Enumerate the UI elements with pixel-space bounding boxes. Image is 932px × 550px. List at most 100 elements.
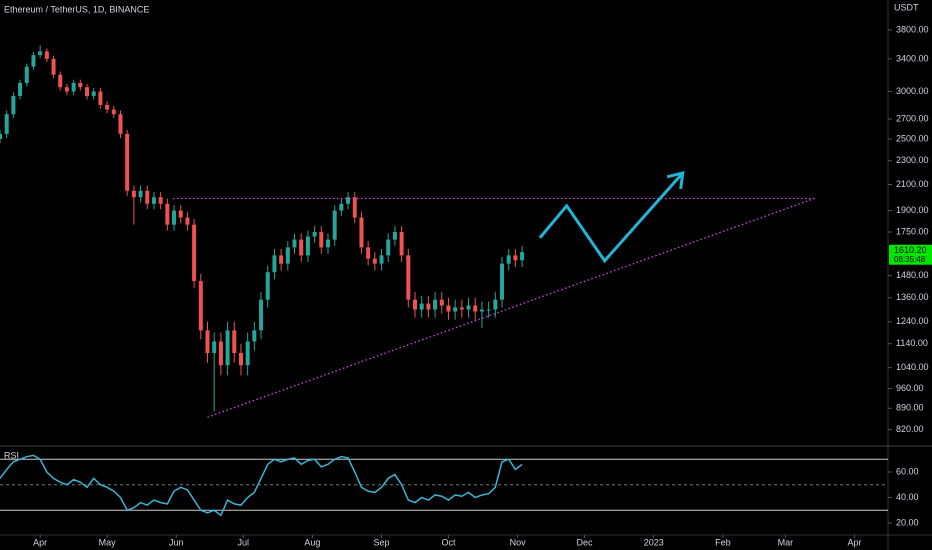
- rsi-line: [0, 454, 523, 517]
- y-tick-label: 1040.00: [896, 362, 929, 372]
- candle-body: [459, 307, 464, 310]
- candle-body: [339, 203, 344, 211]
- candle-body: [412, 299, 417, 310]
- candle-body: [31, 55, 36, 67]
- candle-body: [185, 217, 190, 225]
- candle-body: [91, 91, 96, 96]
- y-tick-label: 1480.00: [896, 270, 929, 280]
- last-price-label: 1610.20: [894, 245, 927, 255]
- candle-body: [500, 263, 505, 300]
- candle-body: [131, 190, 136, 198]
- candle-body: [38, 51, 43, 56]
- y-tick-label: 1750.00: [896, 226, 929, 236]
- candle-body: [366, 247, 371, 259]
- candle-body: [165, 203, 170, 225]
- y-tick-label: 1140.00: [896, 338, 928, 348]
- candle-body: [346, 197, 351, 204]
- candle-body: [151, 197, 156, 204]
- candle-body: [18, 82, 23, 96]
- candle-body: [71, 82, 76, 92]
- candle-body: [466, 305, 471, 310]
- candle-body: [4, 114, 9, 134]
- candle-body: [406, 255, 411, 300]
- candle-body: [111, 109, 116, 115]
- candle-body: [479, 309, 484, 312]
- candle-body: [24, 66, 29, 83]
- currency-label: USDT: [894, 2, 919, 12]
- y-tick-label: 1900.00: [896, 205, 929, 215]
- candle-body: [78, 82, 83, 88]
- candle-body: [433, 299, 438, 310]
- chart-title: Ethereum / TetherUS, 1D, BINANCE: [4, 4, 149, 14]
- y-tick-label: 820.00: [896, 424, 924, 434]
- candle-body: [85, 87, 90, 96]
- candle-body: [58, 74, 63, 88]
- candle-body: [486, 309, 491, 311]
- candle-body: [0, 133, 2, 140]
- candle-body: [279, 255, 284, 264]
- candle-body: [473, 305, 478, 312]
- candle-body: [64, 87, 69, 92]
- support-line: [207, 197, 815, 418]
- candle-body: [305, 236, 310, 256]
- candle-body: [145, 190, 150, 204]
- candle-body: [238, 353, 243, 366]
- y-tick-label: 960.00: [896, 383, 924, 393]
- candle-body: [212, 341, 217, 354]
- candle-body: [105, 104, 110, 110]
- y-tick-label: 2100.00: [896, 179, 929, 189]
- candle-body: [172, 210, 177, 225]
- rsi-y-tick-label: 60.00: [896, 466, 919, 476]
- x-tick-label: Jul: [237, 537, 249, 547]
- last-price-timer: 08:35:48: [894, 255, 926, 264]
- rsi-y-tick-label: 20.00: [896, 517, 919, 527]
- candle-body: [118, 114, 123, 134]
- y-tick-label: 3800.00: [896, 24, 929, 34]
- candle-body: [446, 305, 451, 312]
- candle-body: [399, 232, 404, 256]
- x-tick-label: Sep: [374, 537, 390, 547]
- candle-body: [513, 255, 518, 261]
- candle-body: [11, 95, 16, 115]
- candle-body: [272, 255, 277, 273]
- y-tick-label: 2500.00: [896, 133, 929, 143]
- candle-body: [218, 341, 223, 366]
- candle-body: [319, 232, 324, 248]
- y-tick-label: 1360.00: [896, 292, 929, 302]
- x-tick-label: Apr: [848, 537, 862, 547]
- x-tick-label: Dec: [577, 537, 594, 547]
- x-tick-label: May: [99, 537, 117, 547]
- candle-body: [51, 58, 56, 75]
- candle-body: [439, 299, 444, 306]
- candle-body: [426, 303, 431, 310]
- candle-body: [352, 197, 357, 218]
- x-tick-label: Oct: [441, 537, 456, 547]
- rsi-y-tick-label: 40.00: [896, 492, 919, 502]
- y-tick-label: 2700.00: [896, 113, 929, 123]
- candle-body: [493, 299, 498, 310]
- projection-arrowhead: [666, 170, 685, 190]
- rsi-title: RSI: [4, 450, 19, 460]
- y-tick-label: 1240.00: [896, 316, 929, 326]
- x-tick-label: Jun: [169, 537, 184, 547]
- candle-body: [259, 299, 264, 331]
- candle-body: [178, 210, 183, 218]
- y-tick-label: 2300.00: [896, 155, 929, 165]
- candle-body: [520, 252, 525, 261]
- candle-body: [138, 190, 143, 198]
- candle-body: [158, 197, 163, 204]
- y-tick-label: 3400.00: [896, 53, 929, 63]
- candle-body: [225, 330, 230, 366]
- x-tick-label: Apr: [33, 537, 47, 547]
- candle-body: [332, 210, 337, 240]
- candle-body: [325, 239, 330, 248]
- candle-body: [292, 239, 297, 248]
- candle-body: [386, 239, 391, 256]
- x-tick-label: Feb: [715, 537, 731, 547]
- candle-body: [372, 258, 377, 264]
- candle-body: [506, 255, 511, 264]
- candle-body: [252, 330, 257, 342]
- candle-body: [125, 133, 130, 191]
- candle-body: [359, 217, 364, 248]
